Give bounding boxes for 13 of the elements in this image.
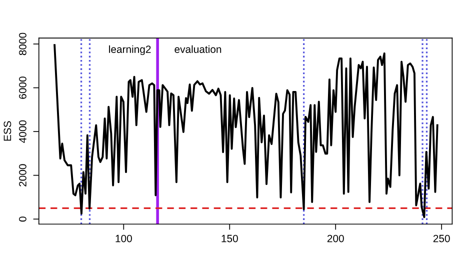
- y-tick-label: 0: [19, 216, 26, 222]
- y-axis-title: ESS: [4, 121, 12, 141]
- y-tick-label: 8000: [19, 32, 26, 56]
- x-tick-label: 100: [116, 234, 132, 242]
- annotation: evaluation: [174, 45, 222, 53]
- y-tick-label: 4000: [19, 120, 26, 143]
- y-tick-label: 6000: [19, 76, 26, 99]
- y-tick-label: 2000: [19, 164, 26, 186]
- x-tick-label: 150: [222, 234, 238, 242]
- line-series: [54, 44, 438, 218]
- x-tick-label: 250: [433, 234, 450, 242]
- annotation: learning2: [109, 45, 151, 56]
- x-tick-label: 200: [327, 234, 344, 242]
